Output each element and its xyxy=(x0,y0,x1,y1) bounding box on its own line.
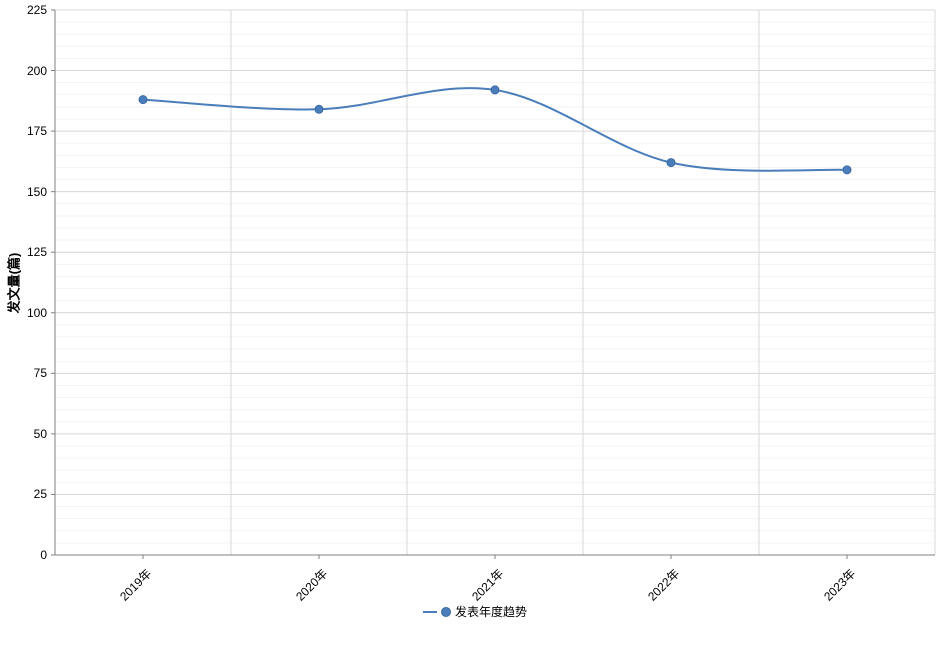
y-tick-label: 50 xyxy=(0,427,47,441)
chart-svg xyxy=(0,0,950,640)
y-tick-label: 200 xyxy=(0,64,47,78)
y-tick-label: 0 xyxy=(0,548,47,562)
y-tick-label: 75 xyxy=(0,366,47,380)
legend-line-icon xyxy=(423,611,437,613)
y-tick-label: 125 xyxy=(0,245,47,259)
legend-marker-icon xyxy=(441,607,451,617)
y-tick-label: 25 xyxy=(0,487,47,501)
y-tick-label: 150 xyxy=(0,185,47,199)
chart-legend: 发表年度趋势 xyxy=(423,603,527,620)
y-tick-label: 100 xyxy=(0,306,47,320)
line-chart: 发文量(篇) 0255075100125150175200225 2019年20… xyxy=(0,0,950,640)
y-tick-label: 175 xyxy=(0,124,47,138)
y-tick-label: 225 xyxy=(0,3,47,17)
legend-label: 发表年度趋势 xyxy=(455,603,527,620)
y-axis-label: 发文量(篇) xyxy=(4,252,23,313)
